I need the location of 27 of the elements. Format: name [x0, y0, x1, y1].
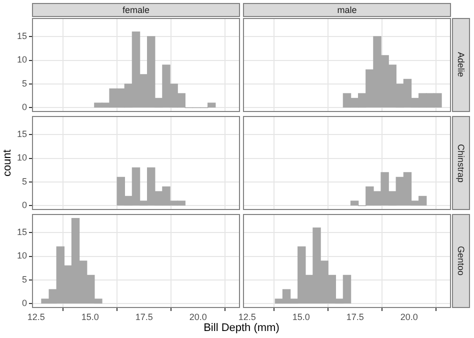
y2-axis-title: Chinstrap [452, 116, 470, 210]
y-tick-label: 10 [16, 152, 27, 163]
y2-axis-title: Adelie [452, 18, 470, 112]
y-tick-label: 5 [22, 274, 27, 284]
y-axis-title: count [1, 150, 14, 176]
x-tick-label: 15.0 [292, 312, 310, 322]
y-tick-label: 0 [22, 102, 27, 112]
y-tick-label: 10 [16, 250, 27, 261]
y-tick-label: 10 [16, 54, 27, 65]
chart-title: female [32, 3, 240, 17]
y-tick-label: 15 [16, 227, 27, 237]
x-tick-label: 17.5 [346, 312, 364, 322]
x-tick-label: 20.0 [189, 312, 207, 322]
x-tick-label: 20.0 [400, 312, 418, 322]
x-axis-title: Bill Depth (mm) [202, 322, 280, 334]
x-tick-label: 12.5 [27, 312, 45, 322]
y-tick-label: 15 [16, 31, 27, 41]
y-tick-label: 0 [22, 200, 27, 210]
y2-axis-title: Gentoo [452, 214, 470, 308]
chart-title: male [243, 3, 451, 17]
x-tick-label: 17.5 [135, 312, 153, 322]
y-tick-label: 0 [22, 298, 27, 308]
y-tick-label: 5 [22, 176, 27, 186]
y-tick-label: 5 [22, 78, 27, 88]
x-tick-label: 15.0 [81, 312, 99, 322]
x-tick-label: 12.5 [238, 312, 256, 322]
y-tick-label: 15 [16, 129, 27, 139]
